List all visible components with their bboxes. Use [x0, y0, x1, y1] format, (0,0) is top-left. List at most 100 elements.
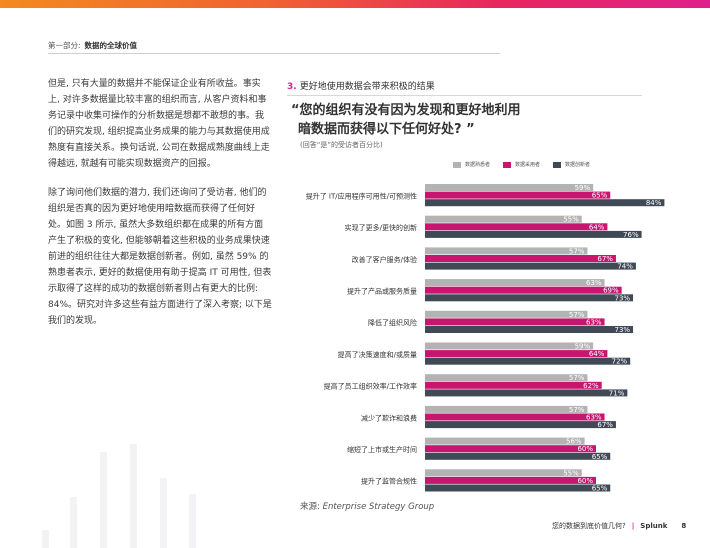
data-label: 67%	[597, 255, 613, 263]
legend-swatch	[553, 161, 562, 168]
body-paragraph-2: 除了询问他们数据的潜力, 我们还询问了受访者, 他们的组织是否真的因为更好地使用…	[48, 188, 272, 326]
decorative-bar	[189, 494, 196, 548]
top-gradient-bar	[0, 0, 710, 8]
chart-legend: 数据熟悉者 数据采用者 数据创新者	[453, 161, 590, 168]
bar	[425, 294, 634, 302]
data-label: 65%	[592, 453, 608, 461]
bar	[425, 230, 642, 238]
body-paragraph-1: 但是, 只有大量的数据并不能保证企业有所收益。事实上, 对许多数据量比较丰富的组…	[48, 79, 270, 169]
data-label: 59%	[575, 184, 591, 192]
bar	[425, 279, 605, 287]
category-label: 提升了产品或服务质量	[347, 287, 417, 296]
data-label: 63%	[586, 414, 602, 422]
data-label: 65%	[592, 192, 608, 200]
data-label: 57%	[569, 406, 585, 414]
data-label: 65%	[592, 485, 608, 493]
source-prefix: 来源:	[300, 502, 320, 512]
survey-subtitle: (回答“是”的受访者百分比)	[300, 141, 383, 149]
legend-item: 数据创新者	[553, 161, 590, 168]
page-footer: 您的数据到底价值几何? | Splunk 8	[552, 521, 686, 531]
data-label: 72%	[612, 358, 628, 366]
legend-item: 数据熟悉者	[453, 161, 490, 168]
bar	[425, 255, 616, 262]
section-prefix: 第一部分:	[48, 41, 81, 50]
data-label: 56%	[566, 438, 582, 446]
page-number: 8	[681, 522, 687, 530]
figure-title: 3. 更好地使用数据会带来积极的结果	[287, 79, 435, 92]
data-label: 63%	[586, 318, 602, 326]
bar	[425, 357, 631, 365]
bar	[425, 421, 616, 429]
legend-item: 数据采用者	[503, 161, 540, 168]
bar	[425, 326, 634, 333]
decorative-bar	[130, 444, 137, 548]
data-label: 57%	[569, 374, 585, 382]
data-label: 59%	[575, 343, 591, 351]
bar	[425, 484, 611, 492]
footer-separator: |	[631, 522, 635, 530]
data-label: 57%	[569, 247, 585, 255]
decorative-bar	[100, 452, 107, 548]
data-label: 84%	[646, 199, 662, 207]
category-label: 缩短了上市或生产时间	[347, 445, 417, 454]
data-label: 73%	[614, 326, 630, 334]
bar	[425, 381, 602, 389]
bar	[425, 445, 596, 453]
bar	[425, 223, 608, 231]
figure-number: 3.	[287, 82, 297, 92]
bar	[425, 310, 588, 318]
survey-question: “您的组织有没有因为发现和更好地利用 暗数据而获得以下任何好处? ”	[291, 101, 641, 139]
data-label: 74%	[617, 263, 633, 271]
bar	[425, 469, 582, 477]
data-label: 69%	[603, 287, 619, 295]
legend-label: 数据采用者	[515, 162, 541, 168]
bar	[425, 413, 605, 421]
section-title: 数据的全球价值	[84, 41, 138, 50]
category-label: 实现了更多/更快的创新	[345, 223, 417, 232]
bar	[425, 374, 588, 382]
bar	[425, 342, 594, 350]
figure-title-text: 更好地使用数据会带来积极的结果	[299, 82, 435, 92]
data-label: 60%	[577, 477, 593, 485]
header-divider	[48, 53, 500, 54]
bar	[425, 452, 611, 460]
data-label: 71%	[609, 389, 625, 397]
data-label: 64%	[589, 350, 605, 358]
bar	[425, 437, 585, 445]
footer-title: 您的数据到底价值几何?	[552, 522, 626, 530]
data-label: 63%	[586, 279, 602, 287]
data-label: 62%	[583, 382, 599, 390]
legend-swatch	[503, 161, 512, 168]
bar	[425, 247, 588, 255]
figure-source: 来源: Enterprise Strategy Group	[300, 500, 434, 512]
data-label: 55%	[563, 216, 579, 224]
source-name: Enterprise Strategy Group	[322, 502, 435, 512]
category-label: 改善了客户服务/体验	[352, 255, 417, 264]
decorative-bar	[42, 530, 49, 548]
legend-swatch	[453, 161, 461, 168]
bar	[425, 350, 608, 358]
bar	[425, 184, 594, 191]
category-label: 提升了 IT/应用程序可用性/可预测性	[306, 191, 417, 200]
bar	[425, 286, 622, 294]
category-label: 提高了决策速度和/或质量	[338, 350, 417, 359]
survey-question-line-2: 暗数据而获得以下任何好处? ”	[298, 122, 475, 137]
bar	[425, 389, 628, 397]
decorative-bar	[160, 478, 167, 548]
legend-label: 数据创新者	[565, 162, 591, 168]
legend-label: 数据熟悉者	[465, 162, 491, 168]
category-label: 降低了组织风险	[368, 318, 417, 327]
bar	[425, 318, 605, 326]
category-label: 提高了员工组织效率/工作效率	[324, 382, 417, 391]
bar	[425, 191, 611, 199]
data-label: 64%	[589, 223, 605, 231]
data-label: 57%	[569, 311, 585, 319]
bar	[425, 476, 596, 484]
bar	[425, 262, 636, 270]
category-label: 减少了欺诈和浪费	[361, 413, 417, 422]
body-text-column: 但是, 只有大量的数据并不能保证企业有所收益。事实上, 对许多数据量比较丰富的组…	[48, 76, 272, 342]
bar	[425, 215, 582, 223]
data-label: 76%	[623, 231, 639, 239]
data-label: 67%	[597, 421, 613, 429]
figure-divider	[287, 95, 642, 96]
